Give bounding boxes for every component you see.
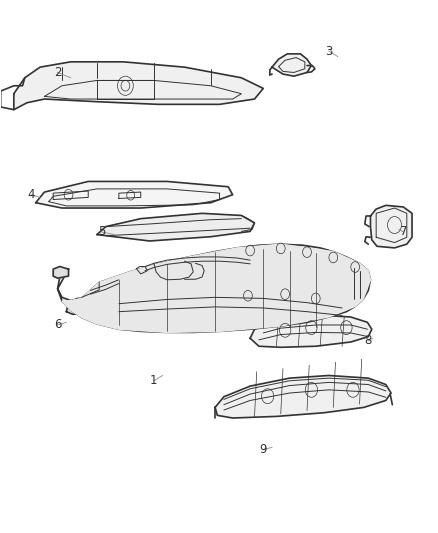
Polygon shape [215,375,390,418]
Polygon shape [370,205,411,248]
Polygon shape [35,181,232,208]
Text: 2: 2 [54,66,61,79]
Polygon shape [14,62,263,110]
Text: 9: 9 [259,443,266,456]
Text: 5: 5 [97,225,105,238]
Polygon shape [57,244,370,333]
Polygon shape [62,244,370,333]
Polygon shape [97,213,254,241]
Polygon shape [53,266,68,278]
Text: 8: 8 [364,334,371,348]
Text: 6: 6 [54,319,61,332]
Text: 7: 7 [399,225,406,238]
Text: 4: 4 [28,188,35,201]
Text: 1: 1 [150,374,157,387]
Polygon shape [250,316,371,348]
Polygon shape [272,54,311,76]
Text: 3: 3 [325,45,332,58]
Polygon shape [66,298,95,314]
